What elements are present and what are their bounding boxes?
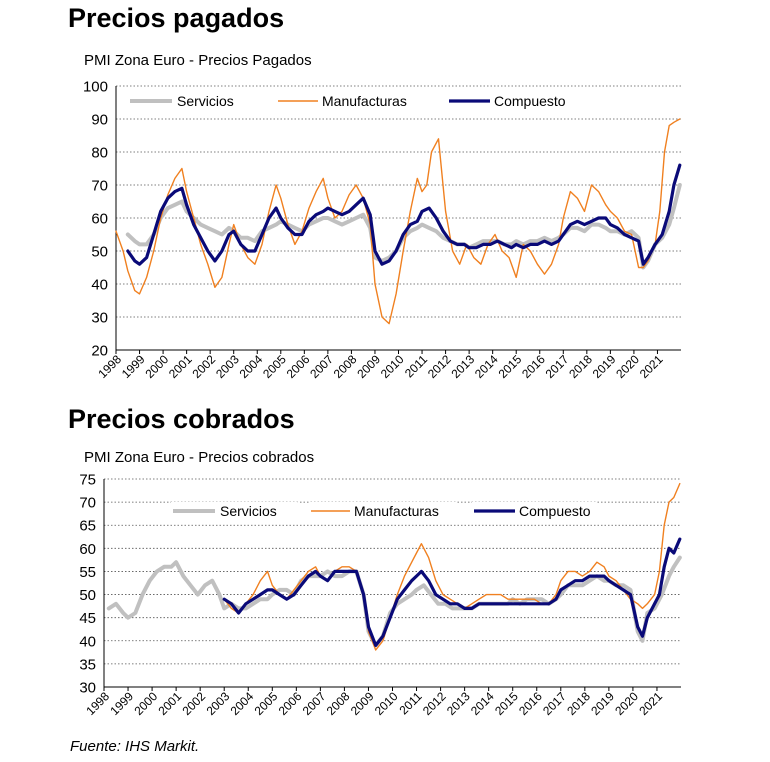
x-tick-label: 2009: [354, 352, 383, 381]
y-tick-label: 100: [83, 79, 108, 96]
x-tick-label: 2012: [425, 352, 454, 381]
x-tick-label: 2008: [324, 689, 353, 718]
x-tick-label: 2000: [131, 689, 160, 718]
legend-label-compuesto: Compuesto: [519, 503, 591, 519]
x-tick-label: 2020: [613, 352, 642, 381]
x-tick-label: 2020: [612, 689, 641, 718]
heading-precios-pagados: Precios pagados: [68, 3, 285, 33]
x-tick-label: 2001: [155, 689, 184, 718]
x-tick-label: 2004: [237, 352, 266, 381]
legend-background: [128, 92, 255, 110]
legend-label-manufacturas: Manufacturas: [322, 93, 407, 109]
series-line-compuesto: [126, 163, 682, 266]
series-line-compuesto: [222, 537, 682, 647]
x-tick-label: 2014: [472, 352, 501, 381]
y-tick-label: 45: [79, 610, 96, 627]
chart-title-precios-cobrados: PMI Zona Euro - Precios cobrados: [84, 449, 315, 466]
x-tick-label: 2007: [300, 689, 329, 718]
chart-precios-pagados: 2030405060708090100199819992000200120022…: [83, 79, 682, 381]
legend-background: [472, 502, 597, 520]
legend-background: [171, 502, 298, 520]
x-tick-label: 2018: [564, 689, 593, 718]
legend-label-manufacturas: Manufacturas: [354, 503, 439, 519]
x-tick-label: 2016: [519, 352, 548, 381]
x-tick-label: 2005: [252, 689, 281, 718]
x-tick-label: 2010: [372, 689, 401, 718]
x-tick-label: 2006: [284, 352, 313, 381]
x-tick-label: 2006: [276, 689, 305, 718]
series-line-manufacturas: [115, 118, 681, 325]
x-tick-label: 2008: [331, 352, 360, 381]
series-line-servicios: [106, 555, 682, 648]
x-tick-label: 2005: [260, 352, 289, 381]
x-tick-label: 2003: [204, 689, 233, 718]
x-tick-label: 2004: [228, 689, 257, 718]
x-tick-label: 2009: [348, 689, 377, 718]
y-tick-label: 40: [91, 277, 108, 294]
legend-background: [309, 502, 457, 520]
x-tick-label: 1999: [119, 352, 148, 381]
y-tick-label: 65: [79, 518, 96, 535]
x-tick-label: 2017: [543, 352, 572, 381]
y-tick-label: 60: [79, 541, 96, 558]
y-tick-label: 90: [91, 112, 108, 129]
x-tick-label: 2012: [420, 689, 449, 718]
y-tick-label: 80: [91, 145, 108, 162]
chart-title-precios-pagados: PMI Zona Euro - Precios Pagados: [84, 52, 312, 69]
y-tick-label: 35: [79, 656, 96, 673]
y-tick-label: 70: [91, 178, 108, 195]
x-tick-label: 2010: [378, 352, 407, 381]
y-tick-label: 50: [91, 244, 108, 261]
x-tick-label: 2021: [637, 352, 666, 381]
y-tick-label: 55: [79, 564, 96, 581]
legend-background: [447, 92, 572, 110]
x-tick-label: 2013: [448, 352, 477, 381]
x-tick-label: 2015: [496, 352, 525, 381]
x-tick-label: 2017: [540, 689, 569, 718]
x-tick-label: 2013: [444, 689, 473, 718]
x-tick-label: 2019: [588, 689, 617, 718]
y-tick-label: 75: [79, 472, 96, 489]
x-tick-label: 2015: [492, 689, 521, 718]
legend-label-servicios: Servicios: [177, 93, 234, 109]
x-tick-label: 2014: [468, 689, 497, 718]
x-tick-label: 2011: [402, 352, 430, 380]
y-tick-label: 50: [79, 587, 96, 604]
y-tick-label: 20: [91, 343, 108, 360]
heading-precios-cobrados: Precios cobrados: [68, 404, 295, 434]
y-tick-label: 30: [91, 310, 108, 327]
y-tick-label: 30: [79, 680, 96, 697]
y-tick-label: 40: [79, 633, 96, 650]
x-tick-label: 2011: [397, 689, 425, 717]
x-tick-label: 2007: [307, 352, 336, 381]
legend-label-compuesto: Compuesto: [494, 93, 566, 109]
x-tick-label: 2018: [566, 352, 595, 381]
x-tick-label: 2019: [590, 352, 619, 381]
x-tick-label: 2002: [190, 352, 219, 381]
y-tick-label: 60: [91, 211, 108, 228]
x-tick-label: 2002: [180, 689, 209, 718]
legend-label-servicios: Servicios: [220, 503, 277, 519]
x-tick-label: 1999: [107, 689, 136, 718]
x-tick-label: 2000: [142, 352, 171, 381]
chart-precios-cobrados: 3035404550556065707519981999200020012002…: [79, 472, 682, 718]
x-tick-label: 2016: [516, 689, 545, 718]
legend-background: [276, 92, 425, 110]
x-tick-label: 2003: [213, 352, 242, 381]
x-tick-label: 2001: [166, 352, 195, 381]
y-tick-label: 70: [79, 495, 96, 512]
x-tick-label: 2021: [636, 689, 665, 718]
source-note: Fuente: IHS Markit.: [70, 738, 200, 755]
